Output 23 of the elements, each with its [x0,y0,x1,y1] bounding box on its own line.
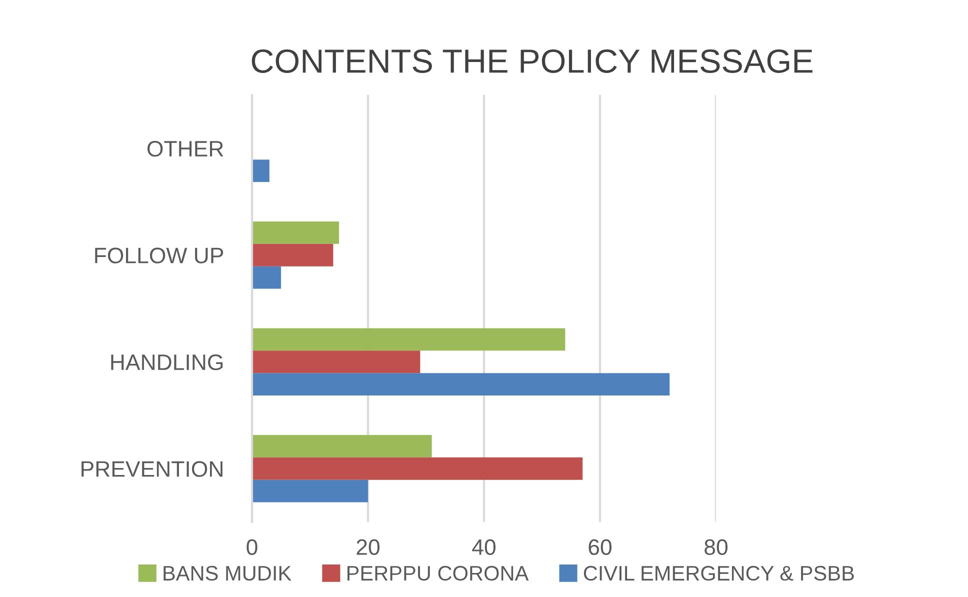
legend-label: PERPPU CORONA [348,566,529,581]
legend-label: CIVIL EMERGENCY & PSBB [584,566,854,581]
legend-label: BANS MUDIK [164,566,292,581]
bar [252,328,566,351]
bar [252,350,420,374]
bar [252,222,339,244]
bar [252,480,368,502]
y-tick-label: FOLLOW UP [95,248,224,264]
x-tick-label: 20 [356,539,380,555]
x-tick-label: 40 [472,539,496,555]
chart-title: CONTENTS THE POLICY MESSAGE [252,49,812,73]
x-tick-label: 60 [588,539,612,555]
bar [252,244,334,266]
x-tick-label: 80 [704,539,728,555]
bar [252,266,281,289]
y-tick-label: HANDLING [111,354,223,370]
bar [252,435,432,458]
y-tick-label: OTHER [147,140,224,157]
bar [252,160,270,182]
bar [252,373,670,396]
x-tick-label: 0 [246,539,258,555]
bar [252,457,583,480]
y-tick-label: PREVENTION [82,461,222,477]
